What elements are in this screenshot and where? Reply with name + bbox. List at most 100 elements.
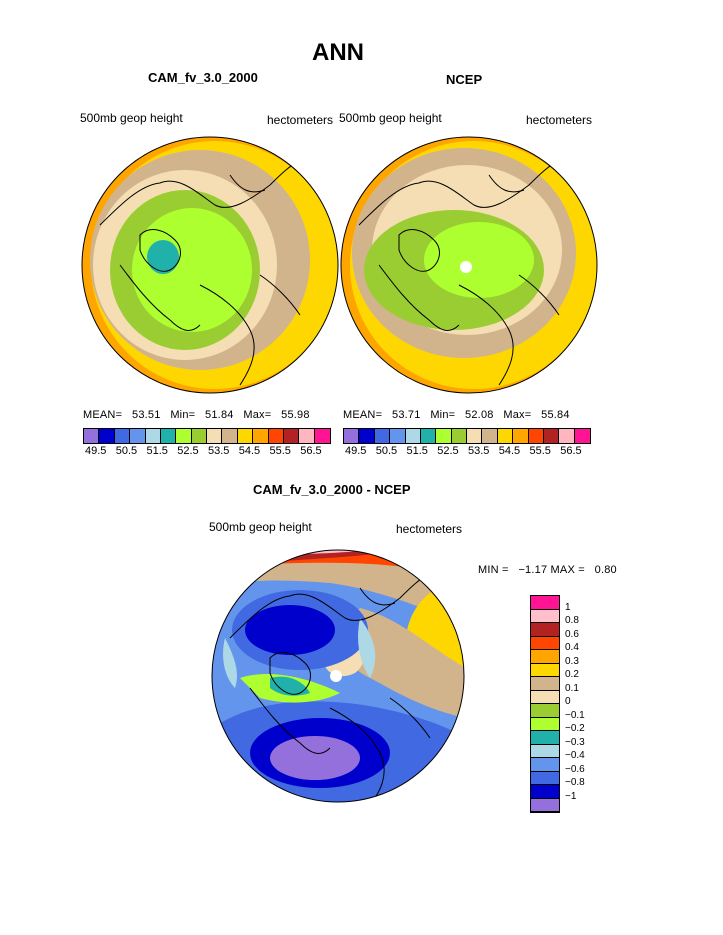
diff-min-value: −1.17 — [518, 564, 547, 576]
obs-mean-value: 53.71 — [392, 409, 421, 421]
colorbar-swatch — [559, 429, 574, 443]
colorbar-swatch — [531, 637, 559, 651]
colorbar-swatch — [84, 429, 99, 443]
colorbar-swatch — [115, 429, 130, 443]
model-min-label: Min= — [170, 409, 195, 421]
colorbar-tick-label: −0.6 — [565, 764, 585, 775]
colorbar-tick-label: 54.5 — [239, 445, 260, 457]
model-colorbar — [83, 428, 331, 444]
obs-max-label: Max= — [503, 409, 531, 421]
colorbar-swatch — [299, 429, 314, 443]
colorbar-tick-label: 51.5 — [147, 445, 168, 457]
colorbar-swatch — [575, 429, 590, 443]
diff-max-value: 0.80 — [595, 564, 617, 576]
model-units-label: hectometers — [267, 113, 333, 127]
colorbar-tick-label: 0.1 — [565, 683, 579, 694]
diff-min-label: MIN = — [478, 564, 509, 576]
colorbar-swatch — [207, 429, 222, 443]
colorbar-tick-label: 55.5 — [530, 445, 551, 457]
colorbar-tick-label: 0.3 — [565, 656, 579, 667]
colorbar-tick-label: 52.5 — [177, 445, 198, 457]
colorbar-swatch — [531, 731, 559, 745]
colorbar-swatch — [529, 429, 544, 443]
colorbar-swatch — [544, 429, 559, 443]
colorbar-tick-label: 51.5 — [407, 445, 428, 457]
colorbar-tick-label: 50.5 — [376, 445, 397, 457]
colorbar-tick-label: 0.2 — [565, 669, 579, 680]
model-polar-map — [80, 135, 340, 395]
obs-min-value: 52.08 — [465, 409, 494, 421]
colorbar-tick-label: 52.5 — [437, 445, 458, 457]
colorbar-swatch — [315, 429, 330, 443]
obs-max-value: 55.84 — [541, 409, 570, 421]
colorbar-swatch — [467, 429, 482, 443]
obs-min-label: Min= — [430, 409, 455, 421]
diff-max-label: MAX = — [551, 564, 585, 576]
colorbar-swatch — [513, 429, 528, 443]
colorbar-swatch — [146, 429, 161, 443]
colorbar-swatch — [421, 429, 436, 443]
colorbar-swatch — [531, 704, 559, 718]
model-panel-title: CAM_fv_3.0_2000 — [148, 70, 258, 85]
colorbar-tick-label: 53.5 — [468, 445, 489, 457]
colorbar-swatch — [531, 596, 559, 610]
colorbar-swatch — [531, 610, 559, 624]
colorbar-swatch — [253, 429, 268, 443]
obs-polar-map — [339, 135, 599, 395]
colorbar-tick-label: 50.5 — [116, 445, 137, 457]
colorbar-swatch — [498, 429, 513, 443]
colorbar-tick-label: 53.5 — [208, 445, 229, 457]
colorbar-tick-label: 49.5 — [345, 445, 366, 457]
obs-colorbar — [343, 428, 591, 444]
colorbar-swatch — [192, 429, 207, 443]
colorbar-swatch — [161, 429, 176, 443]
colorbar-tick-label: −0.8 — [565, 777, 585, 788]
colorbar-tick-label: 0 — [565, 696, 571, 707]
colorbar-tick-label: 56.5 — [300, 445, 321, 457]
model-mean-label: MEAN= — [83, 409, 122, 421]
figure-title: ANN — [312, 39, 364, 67]
colorbar-tick-label: 0.8 — [565, 615, 579, 626]
colorbar-swatch — [531, 677, 559, 691]
colorbar-tick-label: 0.6 — [565, 629, 579, 640]
model-max-value: 55.98 — [281, 409, 310, 421]
colorbar-swatch — [531, 664, 559, 678]
obs-field-label: 500mb geop height — [339, 111, 442, 125]
colorbar-tick-label: 55.5 — [270, 445, 291, 457]
colorbar-swatch — [406, 429, 421, 443]
colorbar-swatch — [99, 429, 114, 443]
colorbar-swatch — [284, 429, 299, 443]
obs-panel-title: NCEP — [446, 72, 482, 87]
colorbar-swatch — [531, 745, 559, 759]
colorbar-tick-label: 0.4 — [565, 642, 579, 653]
colorbar-swatch — [359, 429, 374, 443]
colorbar-swatch — [130, 429, 145, 443]
colorbar-tick-label: −0.4 — [565, 750, 585, 761]
colorbar-swatch — [531, 691, 559, 705]
diff-field-label: 500mb geop height — [209, 520, 312, 534]
colorbar-swatch — [531, 772, 559, 786]
colorbar-tick-label: −1 — [565, 791, 576, 802]
model-mean-value: 53.51 — [132, 409, 161, 421]
colorbar-tick-label: 56.5 — [560, 445, 581, 457]
colorbar-swatch — [531, 718, 559, 732]
colorbar-tick-label: −0.3 — [565, 737, 585, 748]
diff-panel-title: CAM_fv_3.0_2000 - NCEP — [253, 482, 411, 497]
colorbar-swatch — [482, 429, 497, 443]
colorbar-swatch — [390, 429, 405, 443]
colorbar-swatch — [531, 785, 559, 799]
colorbar-swatch — [531, 623, 559, 637]
colorbar-swatch — [269, 429, 284, 443]
diff-units-label: hectometers — [396, 522, 462, 536]
model-stats: MEAN= 53.51 Min= 51.84 Max= 55.98 — [83, 409, 310, 421]
colorbar-swatch — [531, 650, 559, 664]
model-field-label: 500mb geop height — [80, 111, 183, 125]
colorbar-tick-label: 49.5 — [85, 445, 106, 457]
colorbar-swatch — [344, 429, 359, 443]
obs-units-label: hectometers — [526, 113, 592, 127]
colorbar-tick-label: 1 — [565, 602, 571, 613]
colorbar-swatch — [452, 429, 467, 443]
colorbar-tick-label: −0.1 — [565, 710, 585, 721]
model-max-label: Max= — [243, 409, 271, 421]
colorbar-swatch — [531, 758, 559, 772]
